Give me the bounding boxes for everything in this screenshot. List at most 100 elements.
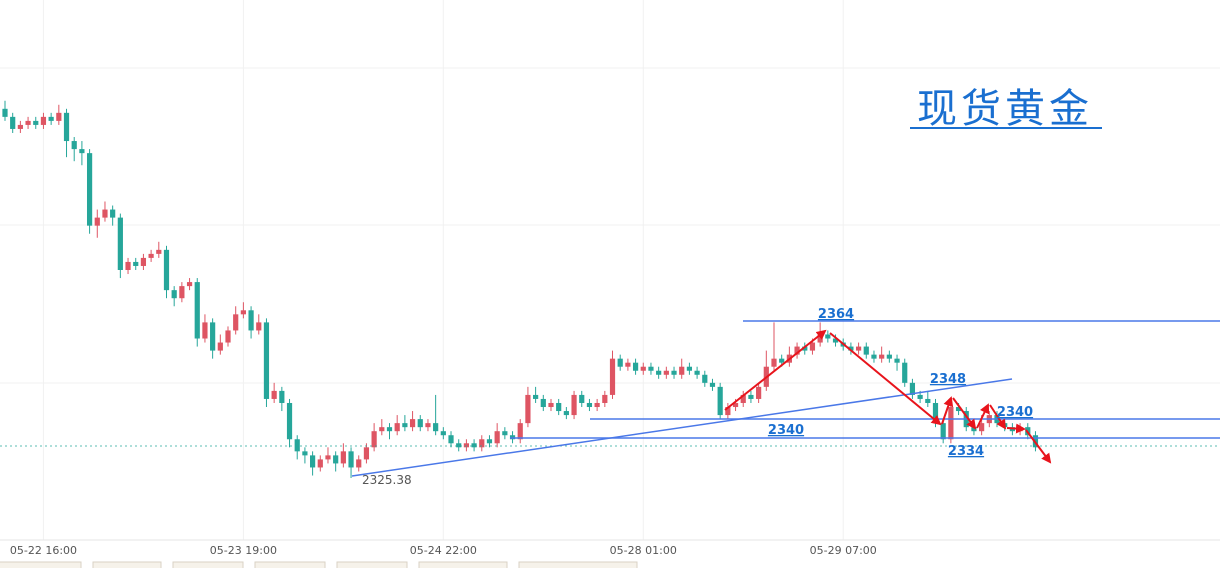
candle-body (625, 362, 631, 367)
candle-body (602, 394, 608, 403)
candle-body (579, 394, 585, 403)
annotation: 2340 (997, 405, 1033, 420)
candle-body (79, 149, 85, 154)
candle-body (440, 431, 446, 436)
candle-body (117, 217, 123, 270)
candle-body (110, 209, 116, 218)
candle-body (256, 322, 262, 331)
candle-body (725, 407, 731, 416)
candle-body (179, 286, 185, 299)
candle-body (40, 116, 47, 125)
candle-body (133, 261, 139, 266)
candle-body (379, 427, 385, 432)
candle-body (125, 261, 131, 270)
candle-body (317, 459, 323, 468)
candle-body (594, 402, 600, 408)
candle-body (140, 257, 147, 266)
candle-body (2, 108, 8, 117)
candle-body (394, 423, 400, 432)
candle-body (925, 398, 931, 403)
candle-body (425, 423, 431, 428)
candle-body (732, 402, 739, 408)
candle-body (202, 322, 208, 339)
candle-body (863, 346, 869, 355)
candle-body (10, 116, 16, 129)
candle-body (794, 346, 800, 355)
annotation: 2325.38 (362, 473, 412, 487)
candle-body (94, 217, 100, 226)
candle-body (171, 290, 177, 299)
candle-body (148, 253, 154, 258)
candle-body (509, 435, 516, 440)
candle-body (932, 402, 939, 424)
candle-body (679, 366, 685, 375)
candle-body (56, 112, 62, 121)
candle-body (71, 141, 77, 150)
candle-body (417, 419, 423, 428)
candle-body (809, 342, 816, 351)
candle-body (286, 402, 293, 440)
annotation: 2334 (948, 444, 984, 459)
x-tick-label: 05-22 16:00 (10, 544, 77, 557)
candle-body (825, 334, 831, 339)
candle-body (356, 459, 362, 468)
levels (351, 320, 1220, 477)
candle-body (279, 390, 285, 403)
candle-body (456, 443, 462, 448)
candle-body (671, 370, 677, 375)
candle-body (263, 322, 270, 399)
candle-body (210, 322, 216, 351)
candle-body (302, 451, 308, 456)
candle-body (756, 386, 762, 399)
candle-body (525, 394, 531, 424)
candle-body (779, 358, 785, 363)
candle-body (48, 116, 54, 121)
candle-body (333, 455, 339, 464)
candle-body (571, 394, 577, 416)
candle-body (640, 366, 646, 371)
candle-body (832, 338, 839, 343)
candle-body (586, 402, 593, 408)
candle-body (894, 358, 900, 363)
candle-body (340, 451, 346, 464)
candle-body (879, 354, 885, 359)
candle-body (163, 249, 170, 291)
candle-body (486, 439, 493, 444)
candle-body (463, 443, 469, 448)
candle-body (402, 423, 408, 428)
candle-body (802, 346, 808, 351)
candle-body (948, 407, 954, 440)
x-tick-label: 05-28 01:00 (610, 544, 677, 557)
candle-body (348, 451, 354, 468)
candle-body (33, 120, 39, 125)
candle-body (709, 382, 716, 387)
candle-body (371, 431, 377, 448)
candle-body (902, 362, 908, 383)
candle-body (909, 382, 916, 395)
candle-body (848, 346, 854, 351)
candle-body (686, 366, 693, 371)
candle-body (694, 370, 700, 375)
candle-body (271, 390, 277, 399)
candle-body (217, 342, 223, 351)
candle-body (663, 370, 669, 375)
candle-body (556, 402, 562, 412)
candle-body (186, 282, 193, 287)
candle-body (240, 310, 246, 315)
candle-body (17, 124, 23, 129)
candle-body (771, 358, 777, 367)
candle-body (494, 431, 500, 444)
candle-body (855, 346, 862, 351)
candle-body (25, 120, 31, 125)
candle-body (479, 439, 485, 448)
annotation: 2348 (930, 372, 966, 387)
candle-body (409, 419, 416, 428)
candle-body (471, 443, 477, 448)
candle-body (940, 423, 946, 440)
candle-body (325, 455, 331, 460)
candle-body (86, 153, 93, 226)
candle-body (533, 394, 539, 399)
candle-body (740, 394, 746, 403)
candle-body (102, 209, 108, 218)
